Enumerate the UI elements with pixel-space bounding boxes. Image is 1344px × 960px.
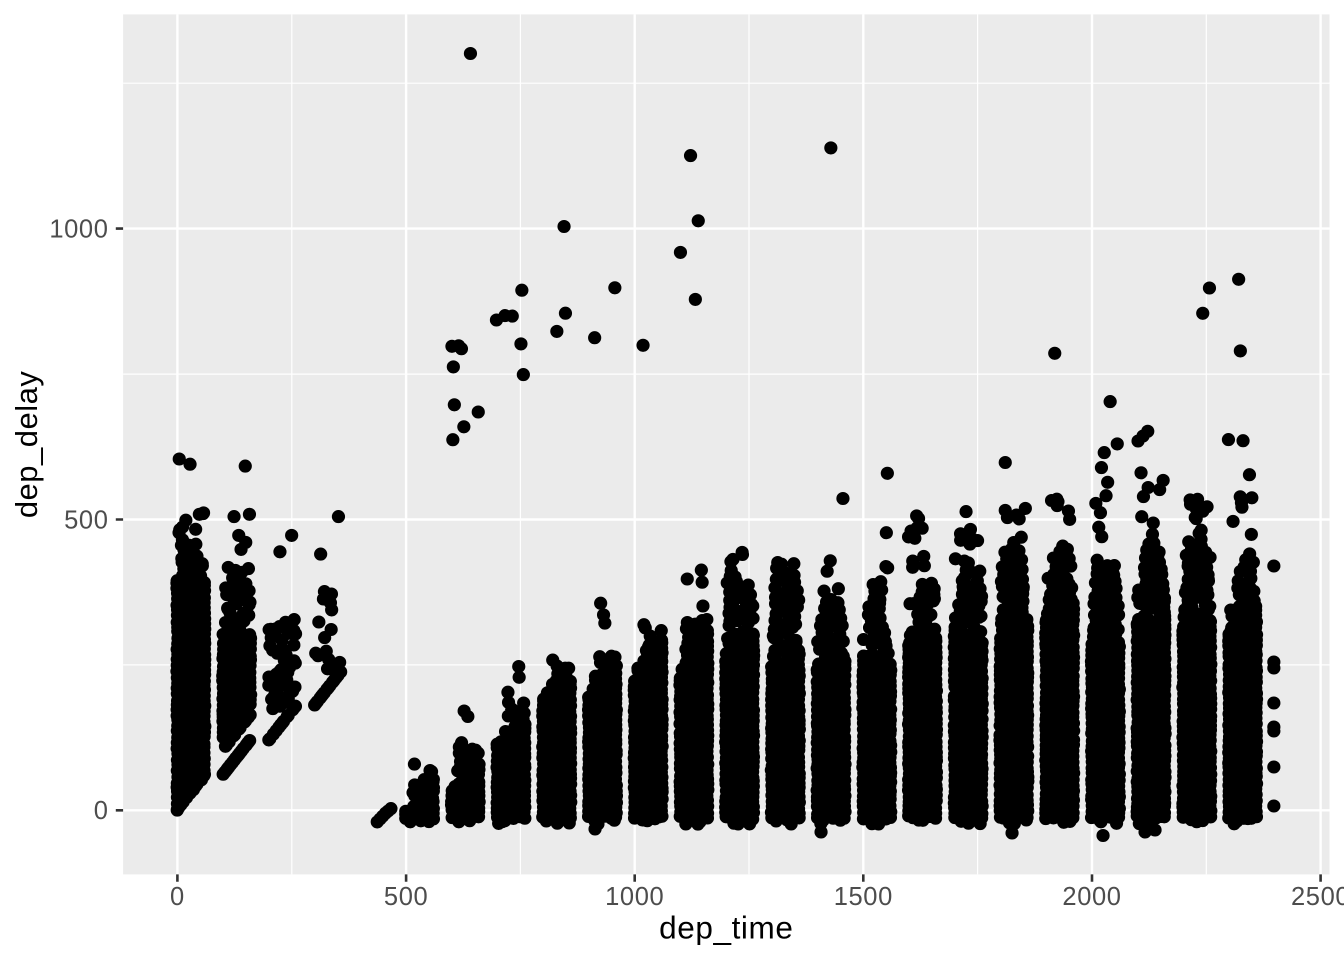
svg-text:1000: 1000 [49, 216, 108, 244]
svg-text:1500: 1500 [834, 883, 893, 911]
svg-text:dep_delay: dep_delay [9, 371, 44, 519]
svg-text:2500: 2500 [1291, 883, 1344, 911]
svg-text:1000: 1000 [605, 883, 664, 911]
svg-text:dep_time: dep_time [659, 910, 793, 946]
svg-text:0: 0 [94, 797, 109, 825]
svg-text:500: 500 [384, 883, 428, 911]
svg-text:2000: 2000 [1062, 883, 1121, 911]
svg-text:500: 500 [64, 506, 108, 534]
svg-text:0: 0 [170, 883, 185, 911]
